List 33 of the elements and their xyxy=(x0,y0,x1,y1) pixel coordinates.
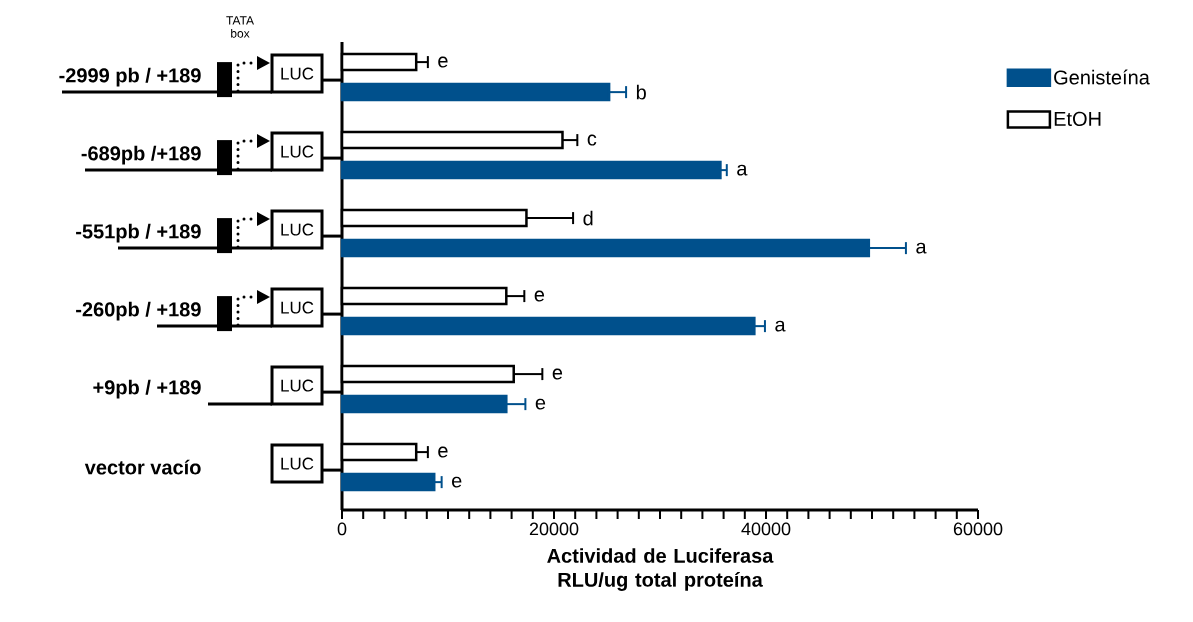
data-label: c xyxy=(587,134,597,146)
x-tick-label: 0 xyxy=(337,522,347,536)
y-tick-label: -689pb /+189 xyxy=(81,145,201,165)
text: LUC xyxy=(281,223,314,236)
data-label: e xyxy=(438,56,448,68)
x-tick-label: 60000 xyxy=(953,522,1003,536)
x-tick-label: 40000 xyxy=(741,522,791,536)
data-label: e xyxy=(452,476,462,488)
data-label: e xyxy=(535,398,546,410)
y-tick-label: -551pb / +189 xyxy=(76,223,201,243)
y-tick-label: +9pb / +189 xyxy=(93,379,201,399)
text: LUC xyxy=(281,457,314,470)
bar xyxy=(340,160,722,180)
text: LUC xyxy=(281,301,314,314)
data-label: d xyxy=(583,210,593,226)
legend-label: EtOH xyxy=(1054,111,1101,126)
data-label: a xyxy=(737,164,748,176)
y-tick-label: -2999 pb / +189 xyxy=(59,67,201,87)
legend-label: Genisteína xyxy=(1054,69,1150,85)
x-tick-label: 20000 xyxy=(529,522,579,536)
y-tick-label: vector vacío xyxy=(84,459,201,475)
text: LUC xyxy=(281,145,314,158)
y-tick-label: -260pb / +189 xyxy=(76,301,201,321)
text: LUC xyxy=(281,67,314,80)
data-label: a xyxy=(775,320,786,332)
data-label: e xyxy=(438,446,448,458)
x-axis-title: Actividad de Luciferasa RLU/ug total proteína xyxy=(547,548,774,591)
text: TATA box xyxy=(226,16,254,38)
text: LUC xyxy=(281,379,314,392)
data-label: a xyxy=(916,242,927,254)
data-label: e xyxy=(534,290,545,302)
data-label: b xyxy=(636,84,646,100)
data-label: e xyxy=(552,368,563,380)
